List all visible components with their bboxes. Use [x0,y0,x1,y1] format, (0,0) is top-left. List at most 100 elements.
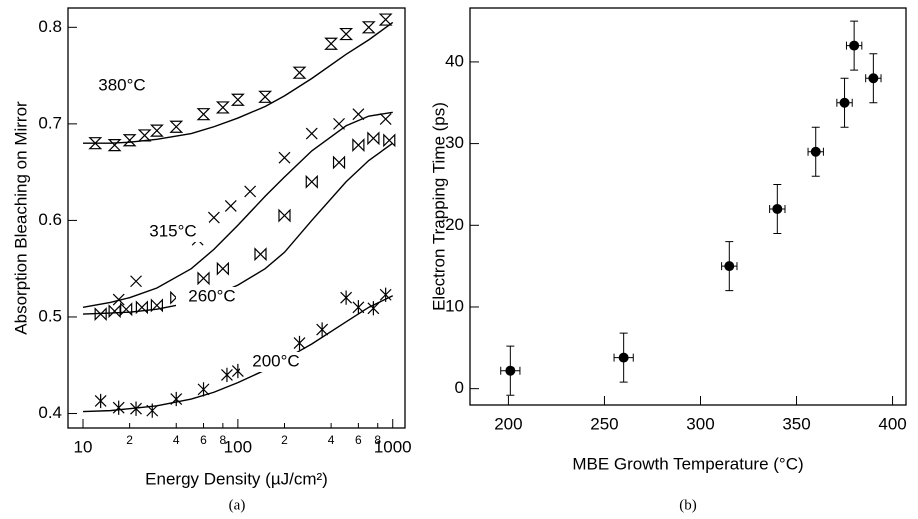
x-tick-label: 8 [374,433,381,447]
data-point [839,97,850,108]
data-point [352,300,365,315]
data-point [122,134,137,147]
data-point [107,139,122,152]
data-point [292,66,307,79]
data-point [340,290,353,305]
data-point [324,37,339,50]
data-point [305,127,318,140]
x-tick-label: 2 [281,433,288,447]
data-point [505,365,516,376]
y-tick-label: 0 [455,378,464,397]
data-point [367,131,380,146]
data-point [170,391,183,407]
data-point [130,275,142,288]
data-point [724,261,735,272]
x-tick-label: 300 [686,414,714,433]
data-point [230,93,245,106]
y-tick-label: 0.6 [38,210,62,229]
x-tick-label: 350 [782,414,810,433]
label-bg [176,287,248,307]
data-point [278,151,291,164]
data-point [224,200,237,212]
data-point [316,322,329,337]
caption: (b) [679,497,697,513]
data-point [810,146,821,157]
fit-line [82,111,393,308]
data-point [216,261,229,276]
data-point [849,40,860,51]
data-point [94,307,107,322]
data-point [108,304,121,319]
data-point [196,108,211,121]
x-tick-label: 200 [494,414,522,433]
y-tick-label: 0.8 [38,17,62,36]
data-point [149,124,164,137]
data-point [146,403,159,418]
data-point [293,335,306,351]
x-tick-label: 400 [878,414,906,433]
data-point [332,155,346,170]
data-point [383,133,396,148]
y-tick-label: 30 [445,133,464,152]
data-point [254,247,267,262]
data-point [94,393,107,409]
x-tick-label: 10 [74,437,93,456]
data-point [150,298,163,313]
x-tick-label: 6 [200,433,207,447]
data-point [112,293,125,306]
label-bg [240,352,312,372]
data-point [352,108,365,121]
data-point [352,138,365,153]
x-tick-label: 2 [126,433,133,447]
data-point [197,271,210,286]
x-tick-label: 4 [173,433,180,447]
data-point [305,174,318,189]
data-point [215,101,230,114]
label-bg [137,222,209,242]
x-tick-label: 6 [355,433,362,447]
data-point [137,129,152,142]
data-point [361,21,376,34]
data-point [367,301,380,316]
series-label: 380°C [98,75,145,94]
data-point [207,211,220,224]
x-axis-label: Energy Density (µJ/cm²) [145,469,328,488]
data-point [278,208,291,223]
series-label: 315°C [149,221,196,240]
x-tick-label: 4 [328,433,335,447]
data-point [339,27,354,41]
series-label: 200°C [252,351,299,370]
y-tick-label: 0.5 [38,306,62,325]
data-point [112,400,125,415]
label-bg [86,76,158,96]
data-point [221,367,233,383]
y-axis-label: Electron Trapping Time (ps) [429,102,448,311]
x-tick-label: 8 [220,433,227,447]
x-tick-label: 100 [224,437,252,456]
fit-line [83,21,394,144]
y-tick-label: 40 [445,51,464,70]
data-point [88,137,103,150]
data-point [130,401,142,416]
data-point [120,302,133,317]
data-point [244,185,257,198]
data-point [618,352,629,363]
data-point [135,300,148,315]
data-point [169,120,184,133]
fit-line [82,295,394,413]
caption: (a) [229,497,246,513]
y-tick-label: 20 [445,215,464,234]
data-point [258,90,273,103]
y-axis-label: Absorption Bleaching on Mirror [11,101,30,335]
y-tick-label: 0.4 [38,403,62,422]
x-tick-label: 250 [590,414,618,433]
data-point [379,113,392,125]
data-point [379,287,392,302]
y-tick-label: 10 [445,296,464,315]
plot-frame [67,7,406,429]
y-tick-label: 0.7 [38,113,62,132]
x-tick-label: 1000 [374,437,412,456]
x-axis-label: MBE Growth Temperature (°C) [572,454,803,473]
series-label: 260°C [188,286,235,305]
data-point [868,73,879,84]
